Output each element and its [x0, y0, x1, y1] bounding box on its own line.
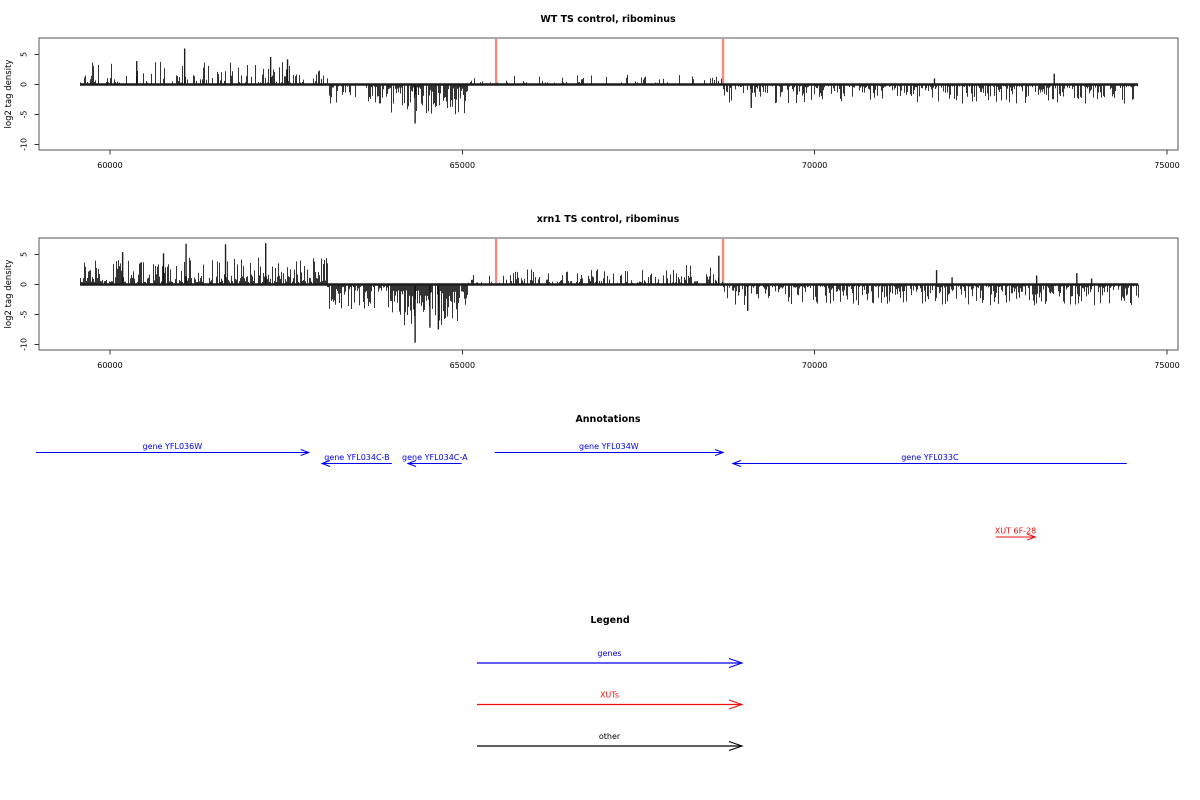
- y-tick-label: -5: [20, 111, 29, 119]
- annotation-gene-arrow: gene YFL034W: [494, 442, 725, 457]
- annotation-label: XUT 6F-28: [995, 527, 1037, 536]
- coverage-track-1: 60000 65000 70000 75000 5 0 -5 -10: [20, 37, 1180, 170]
- annotation-gene-arrow: gene YFL034C-A: [402, 453, 468, 468]
- arrowhead-icon: [300, 448, 311, 457]
- legend-entry: other: [477, 732, 744, 752]
- annotations-panel: gene YFL036W gene YFL034C-B gene YFL034C-A…: [35, 442, 1127, 541]
- y-tick-label: 0: [20, 82, 29, 87]
- legend-panel: genes XUTs other: [477, 649, 744, 752]
- arrowhead-icon: [728, 657, 744, 669]
- plot2-title: xrn1 TS control, ribominus: [537, 214, 680, 225]
- x-tick-label: 65000: [450, 161, 475, 170]
- annotations-title: Annotations: [575, 414, 640, 425]
- arrowhead-icon: [714, 448, 725, 457]
- coverage-track-2: 60000 65000 70000 75000 5 0 -5 -10: [20, 237, 1180, 370]
- legend-entry: genes: [477, 649, 744, 669]
- annotation-label: gene YFL034C-A: [402, 453, 468, 462]
- legend-entry-label: other: [599, 732, 621, 741]
- y-tick-label: 5: [20, 252, 29, 257]
- y-tick-label: 5: [20, 52, 29, 57]
- legend-title: Legend: [590, 615, 629, 626]
- annotation-label: gene YFL034W: [579, 442, 639, 451]
- x-tick-label: 65000: [450, 361, 475, 370]
- y-tick-label: -10: [20, 338, 29, 351]
- plot-box: [38, 237, 1179, 351]
- x-tick-label: 60000: [97, 361, 122, 370]
- plot1-y-axis-label: log2 tag density: [4, 60, 14, 129]
- annotation-label: gene YFL036W: [142, 442, 202, 451]
- x-tick-label: 75000: [1154, 161, 1179, 170]
- arrowhead-icon: [728, 740, 744, 752]
- plot2-y-axis-label: log2 tag density: [4, 260, 14, 329]
- coverage-bars: [80, 243, 1139, 343]
- legend-entry: XUTs: [477, 691, 744, 710]
- arrowhead-icon: [731, 459, 742, 468]
- y-tick-label: -5: [20, 311, 29, 319]
- arrowhead-icon: [1027, 533, 1037, 541]
- arrowhead-icon: [728, 699, 744, 710]
- plot-box: [38, 37, 1179, 151]
- annotation-gene-arrow: gene YFL036W: [35, 442, 311, 457]
- annotation-xut-arrow: XUT 6F-28: [995, 527, 1037, 541]
- legend-entry-label: XUTs: [600, 691, 619, 700]
- x-tick-label: 70000: [802, 161, 827, 170]
- x-tick-label: 70000: [802, 361, 827, 370]
- annotation-label: gene YFL034C-B: [324, 453, 389, 462]
- coverage-bars: [80, 48, 1138, 124]
- plot1-title: WT TS control, ribominus: [540, 14, 676, 25]
- annotation-gene-arrow: gene YFL033C: [731, 453, 1127, 468]
- y-tick-label: 0: [20, 282, 29, 287]
- x-tick-label: 60000: [97, 161, 122, 170]
- arrowhead-icon: [320, 459, 331, 468]
- arrowhead-icon: [406, 459, 417, 468]
- y-tick-label: -10: [20, 138, 29, 151]
- legend-entry-label: genes: [597, 649, 621, 658]
- x-tick-label: 75000: [1154, 361, 1179, 370]
- annotation-label: gene YFL033C: [901, 453, 959, 462]
- annotation-gene-arrow: gene YFL034C-B: [320, 453, 392, 468]
